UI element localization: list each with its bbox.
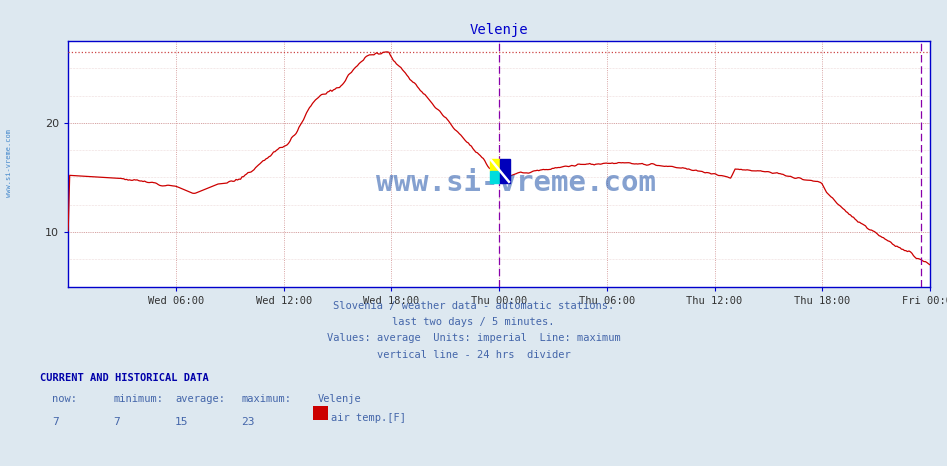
Text: last two days / 5 minutes.: last two days / 5 minutes. (392, 317, 555, 327)
Text: minimum:: minimum: (114, 394, 164, 404)
Bar (500, 159, 509, 183)
Text: Values: average  Units: imperial  Line: maximum: Values: average Units: imperial Line: ma… (327, 333, 620, 343)
Text: 7: 7 (52, 417, 59, 427)
Text: 15: 15 (175, 417, 188, 427)
Text: air temp.[F]: air temp.[F] (331, 413, 406, 423)
Text: CURRENT AND HISTORICAL DATA: CURRENT AND HISTORICAL DATA (40, 373, 208, 383)
Text: 23: 23 (241, 417, 255, 427)
Text: 7: 7 (114, 417, 120, 427)
Bar (491, 171, 500, 183)
Text: vertical line - 24 hrs  divider: vertical line - 24 hrs divider (377, 350, 570, 359)
Title: Velenje: Velenje (470, 23, 528, 37)
Text: now:: now: (52, 394, 77, 404)
Bar (491, 159, 500, 171)
Text: www.si-vreme.com: www.si-vreme.com (7, 129, 12, 197)
Text: Velenje: Velenje (317, 394, 361, 404)
Text: maximum:: maximum: (241, 394, 292, 404)
Text: www.si-vreme.com: www.si-vreme.com (376, 170, 656, 198)
Text: Slovenia / weather data - automatic stations.: Slovenia / weather data - automatic stat… (333, 301, 614, 310)
Text: average:: average: (175, 394, 225, 404)
